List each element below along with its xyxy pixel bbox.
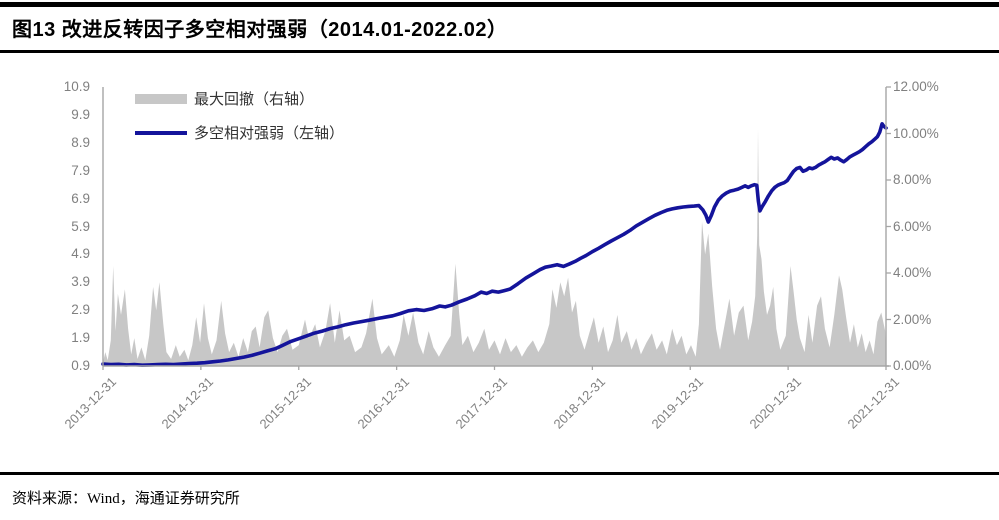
y-axis-label-left: 6.9	[71, 190, 90, 206]
strength-line-swatch-icon	[135, 130, 187, 135]
y-axis-label-left: 4.9	[71, 246, 90, 262]
legend-item-drawdown: 最大回撤（右轴）	[135, 88, 344, 109]
y-axis-label-left: 1.9	[71, 330, 90, 346]
y-axis-label-left: 2.9	[71, 302, 90, 318]
y-axis-label-right: 2.00%	[893, 311, 932, 327]
y-axis-label-right: 6.00%	[893, 218, 932, 234]
y-axis-label-right: 12.00%	[893, 79, 939, 94]
y-axis-label-right: 8.00%	[893, 172, 932, 187]
legend: 最大回撤（右轴） 多空相对强弱（左轴）	[135, 88, 344, 143]
top-rule	[0, 2, 999, 7]
title-rule	[0, 50, 999, 53]
source-note: 资料来源：Wind，海通证券研究所	[12, 491, 240, 507]
y-axis-label-left: 8.9	[71, 134, 90, 150]
y-axis-label-left: 9.9	[71, 106, 90, 122]
y-axis-label-left: 3.9	[71, 274, 90, 290]
footer-rule	[0, 472, 999, 475]
y-axis-label-left: 7.9	[71, 162, 90, 178]
y-axis-label-left: 5.9	[71, 218, 90, 234]
drawdown-swatch-icon	[135, 93, 187, 104]
figure-title: 图13 改进反转因子多空相对强弱（2014.01-2022.02）	[12, 19, 508, 41]
y-axis-label-left: 10.9	[63, 79, 90, 94]
legend-label-drawdown: 最大回撤（右轴）	[194, 92, 315, 108]
y-axis-label-left: 0.9	[71, 358, 90, 373]
legend-label-strength: 多空相对强弱（左轴）	[194, 126, 345, 142]
y-axis-label-right: 0.00%	[893, 358, 932, 373]
y-axis-label-right: 4.00%	[893, 265, 932, 280]
strength-line	[101, 122, 888, 368]
drawdown-area	[103, 128, 886, 366]
y-axis-label-right: 10.00%	[893, 125, 939, 141]
legend-item-strength: 多空相对强弱（左轴）	[135, 122, 344, 143]
